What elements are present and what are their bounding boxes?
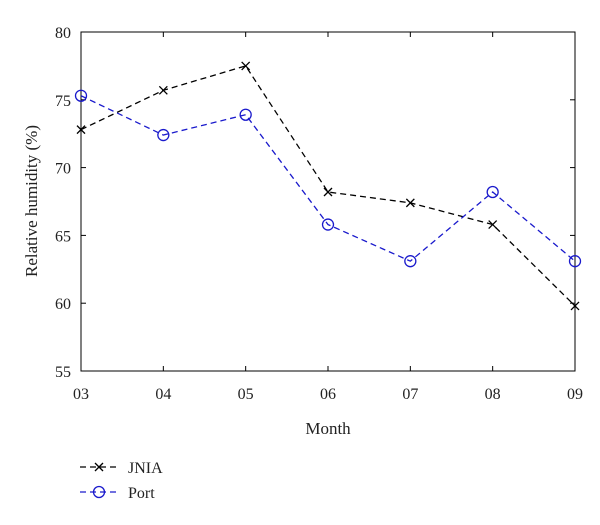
- y-tick-label: 55: [55, 364, 71, 381]
- x-marker: [76, 125, 86, 135]
- legend: JNIA Port: [80, 460, 163, 502]
- circle-marker: [486, 185, 499, 199]
- series-layer: [74, 61, 582, 311]
- y-axis-label: Relative humidity (%): [22, 125, 41, 277]
- circle-marker: [404, 255, 417, 268]
- plot-frame: [80, 31, 576, 372]
- x-tick-label: 06: [320, 386, 336, 403]
- y-axis-ticks: 55 60 65 70 75 80: [55, 25, 575, 381]
- x-axis-ticks: 03 04 05 06 07 08 09: [73, 32, 583, 403]
- y-tick-label: 70: [55, 161, 71, 178]
- circle-marker: [157, 128, 170, 142]
- x-tick-label: 03: [73, 386, 89, 403]
- series-line: [80, 95, 576, 262]
- circle-marker: [568, 255, 582, 268]
- circle-marker: [92, 485, 106, 499]
- y-tick-label: 65: [55, 228, 71, 245]
- legend-item-port: Port: [80, 485, 155, 502]
- circle-marker: [239, 108, 252, 121]
- x-marker: [158, 85, 168, 95]
- x-marker: [405, 198, 415, 208]
- y-tick-label: 80: [55, 25, 71, 42]
- series-line: [80, 65, 576, 307]
- legend-item-jnia: JNIA: [80, 460, 163, 477]
- x-marker: [488, 220, 498, 230]
- x-tick-label: 08: [485, 386, 501, 403]
- legend-label: Port: [128, 485, 155, 502]
- legend-label: JNIA: [128, 460, 163, 477]
- circle-marker: [74, 89, 88, 102]
- series-jnia: [76, 61, 580, 311]
- x-tick-label: 04: [155, 386, 171, 403]
- x-tick-label: 07: [402, 386, 418, 403]
- series-port: [74, 89, 582, 268]
- x-axis-label: Month: [305, 419, 351, 438]
- y-tick-label: 60: [55, 296, 71, 313]
- x-tick-label: 05: [238, 386, 254, 403]
- x-marker: [570, 301, 580, 311]
- y-tick-label: 75: [55, 93, 71, 110]
- x-marker: [94, 462, 104, 472]
- x-marker: [241, 61, 251, 71]
- x-tick-label: 09: [567, 386, 583, 403]
- circle-marker: [321, 218, 335, 231]
- x-marker: [323, 187, 333, 197]
